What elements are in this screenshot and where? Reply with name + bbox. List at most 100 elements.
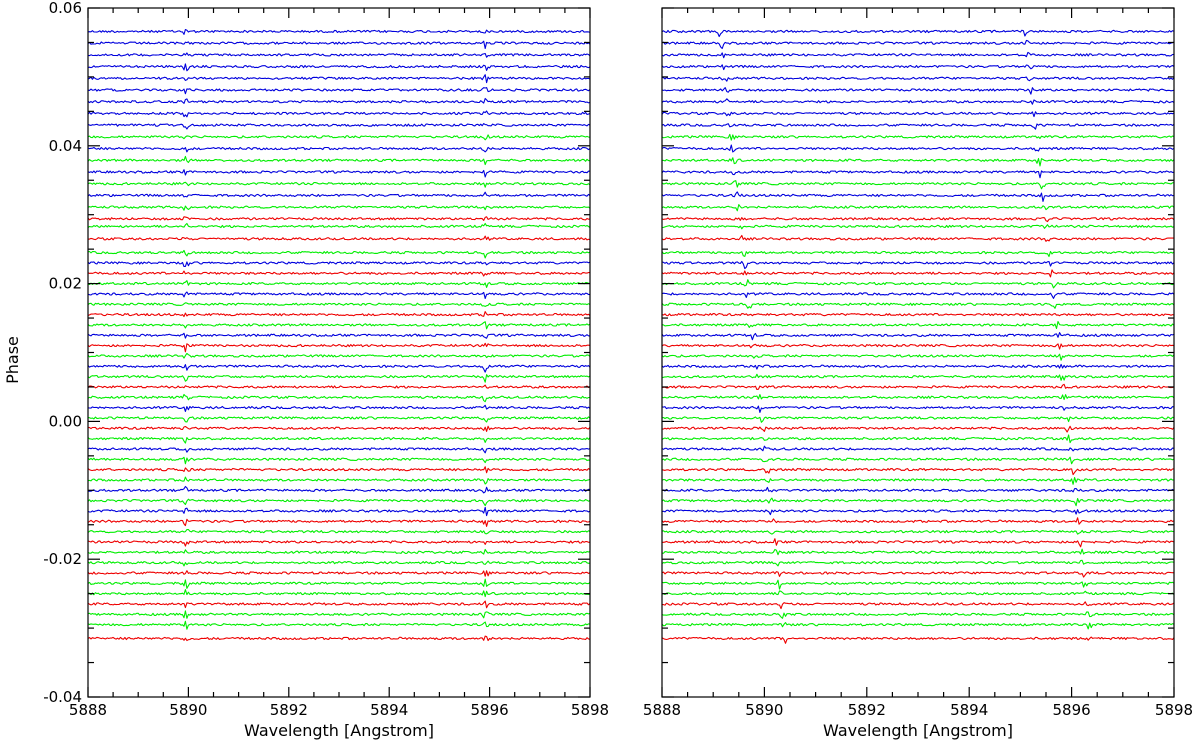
x-tick-label: 5896: [471, 701, 509, 719]
spectrum-line-3: [661, 64, 1175, 71]
spectrum-line-42: [88, 485, 591, 494]
spectrum-line-8: [661, 123, 1175, 130]
spectrum-line-43: [661, 497, 1175, 507]
y-tick-label: -0.04: [43, 688, 82, 706]
spectrum-line-30: [661, 363, 1175, 370]
x-tick-label: 5898: [571, 701, 609, 719]
spectrum-line-1: [661, 39, 1175, 50]
spectrum-line-12: [661, 170, 1175, 179]
spectrum-line-7: [87, 110, 591, 118]
spectrum-line-26: [87, 321, 591, 330]
spectrum-line-0: [87, 28, 591, 35]
spectrum-line-49: [87, 560, 591, 567]
spectrum-line-31: [661, 373, 1175, 381]
spectrum-line-21: [87, 270, 591, 277]
x-tick-label: 5894: [950, 701, 988, 719]
x-tick-label: 5894: [370, 701, 408, 719]
x-axis-label: Wavelength [Angstrom]: [823, 721, 1013, 740]
spectrum-line-19: [661, 250, 1175, 258]
spectrum-line-11: [87, 155, 591, 166]
spectrum-line-42: [661, 486, 1175, 493]
spectrum-line-22: [661, 279, 1175, 289]
spectrum-line-29: [87, 352, 591, 359]
spectrum-line-34: [661, 405, 1175, 413]
spectrum-line-29: [661, 353, 1175, 361]
y-tick-label: 0.02: [49, 275, 82, 293]
x-tick-label: 5890: [745, 701, 783, 719]
spectrum-line-48: [662, 548, 1175, 556]
spectrum-line-3: [87, 63, 591, 72]
spectrum-line-5: [87, 87, 591, 95]
spectrum-line-28: [661, 343, 1175, 350]
spectrum-line-9: [87, 134, 591, 141]
spectrum-line-1: [87, 40, 591, 50]
spectrum-line-10: [87, 146, 591, 153]
spectrum-line-47: [87, 540, 591, 547]
spectrum-line-13: [661, 180, 1175, 190]
spectrum-line-28: [87, 342, 591, 353]
y-tick-label: 0.04: [49, 137, 82, 155]
spectrum-line-32: [661, 383, 1175, 391]
x-tick-label: 5888: [643, 701, 681, 719]
spectrum-line-55: [661, 622, 1175, 630]
spectrum-line-20: [87, 261, 591, 268]
spectrum-line-4: [661, 76, 1175, 82]
spectrum-line-46: [661, 529, 1175, 535]
spectrum-line-49: [661, 559, 1175, 567]
spectrum-line-50: [87, 570, 591, 577]
spectrum-line-13: [87, 181, 591, 188]
spectrum-line-17: [87, 222, 591, 229]
spectrum-line-52: [87, 589, 591, 598]
spectrum-line-10: [661, 144, 1175, 153]
spectrum-line-48: [87, 548, 591, 555]
spectrum-line-36: [661, 425, 1175, 433]
y-tick-label: 0.06: [49, 0, 82, 17]
x-tick-label: 5896: [1053, 701, 1091, 719]
spectrum-line-24: [87, 302, 591, 307]
spectrum-line-43: [87, 498, 591, 507]
spectrum-line-53: [662, 601, 1175, 610]
spectrum-line-22: [87, 280, 591, 288]
spectrum-line-45: [661, 517, 1175, 525]
spectrum-line-44: [661, 509, 1175, 516]
spectrum-line-38: [87, 447, 591, 454]
spectrum-line-54: [87, 610, 591, 619]
right-panel: 5888 5890 5892 5894 5896 5898 Wavelength [Angs…: [643, 7, 1193, 740]
y-tick-label: -0.02: [43, 550, 82, 568]
left-panel: 5888 5890 5892 5894 5896 5898 -0.04 -0.02 0.00 0.…: [43, 0, 609, 740]
spectrum-line-19: [87, 249, 591, 259]
x-tick-label: 5892: [270, 701, 308, 719]
spectrum-line-56: [87, 635, 591, 642]
spectrum-line-47: [662, 538, 1175, 548]
spectrum-line-16: [661, 217, 1175, 223]
spectrum-line-20: [661, 260, 1175, 270]
spectrum-line-38: [661, 445, 1175, 452]
y-tick-label: 0.00: [49, 412, 82, 430]
spectrum-line-41: [661, 476, 1174, 485]
spectrum-line-39: [87, 456, 591, 465]
spectrum-line-9: [661, 133, 1175, 141]
spectrum-line-4: [87, 74, 591, 84]
spectrum-line-30: [87, 364, 591, 373]
spectrum-line-45: [87, 518, 591, 527]
spectrum-line-54: [661, 611, 1175, 619]
spectrum-line-39: [661, 456, 1175, 465]
spectrum-line-12: [87, 169, 591, 178]
spectrum-line-17: [661, 224, 1175, 230]
spectrum-line-56: [661, 636, 1175, 644]
y-axis-label: Phase: [3, 336, 22, 384]
spectrum-line-7: [661, 111, 1175, 118]
spectrum-line-23: [87, 291, 591, 300]
spectrum-line-52: [662, 590, 1175, 596]
spectrum-line-8: [87, 123, 591, 130]
spectrum-line-33: [661, 394, 1175, 401]
spectrum-line-53: [87, 600, 591, 609]
spectrum-line-51: [661, 579, 1175, 590]
spectrum-line-25: [87, 311, 591, 318]
spectrum-line-36: [87, 425, 591, 432]
spectrum-line-44: [87, 506, 591, 517]
x-tick-label: 5890: [169, 701, 207, 719]
spectrum-line-18: [661, 234, 1175, 242]
spectrum-line-0: [661, 29, 1175, 38]
